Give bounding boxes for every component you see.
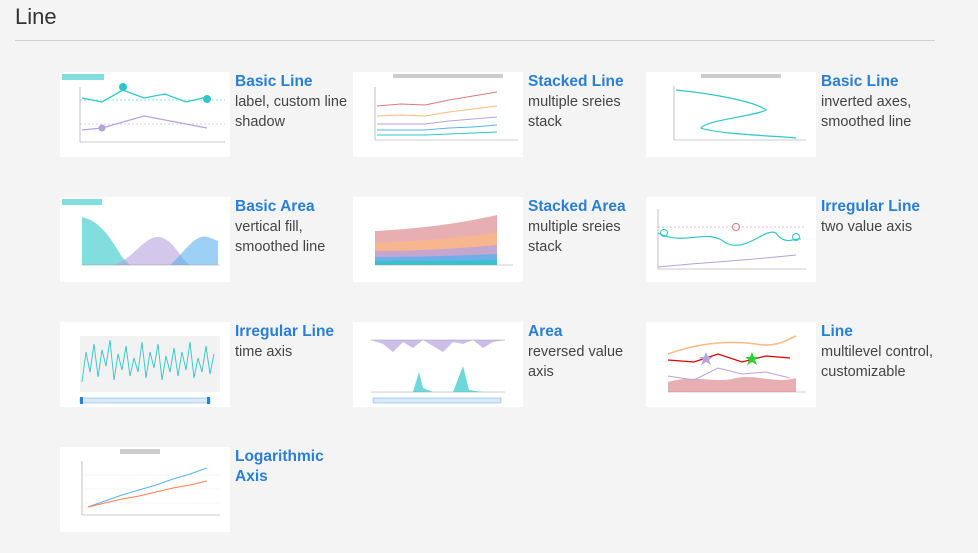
card-title[interactable]: Basic Line	[821, 73, 899, 90]
card-irregular-time[interactable]: Irregular Line time axis	[60, 322, 345, 414]
section-divider	[15, 40, 935, 41]
card-inverted-line[interactable]: Basic Line inverted axes, smoothed line	[646, 72, 931, 164]
thumb-inverted-line[interactable]	[646, 72, 816, 157]
thumb-stacked-line[interactable]	[353, 72, 523, 157]
card-title[interactable]: Basic Area	[235, 198, 315, 215]
card-basic-line[interactable]: Basic Line label, custom line shadow	[60, 72, 347, 164]
card-title[interactable]: Irregular Line	[235, 323, 335, 340]
card-title[interactable]: Basic Line	[235, 73, 313, 90]
card-log-axis[interactable]: Logarithmic Axis	[60, 447, 345, 539]
thumb-irregular-time[interactable]	[60, 322, 230, 407]
card-stacked-area[interactable]: Stacked Area multiple sreies stack	[353, 197, 638, 289]
thumb-stacked-area[interactable]	[353, 197, 523, 282]
card-desc: time axis	[235, 344, 293, 360]
card-desc: reversed value axis	[528, 344, 624, 380]
card-irregular-value[interactable]: Irregular Line two value axis	[646, 197, 931, 289]
card-area-reversed[interactable]: Area reversed value axis	[353, 322, 638, 414]
thumb-basic-line[interactable]	[60, 72, 230, 157]
card-title[interactable]: Logarithmic Axis	[235, 448, 324, 485]
inverted-line-thumbnail	[646, 72, 816, 157]
stacked-area-thumbnail	[353, 197, 523, 282]
card-desc: two value axis	[821, 219, 913, 235]
section-title: Line	[15, 4, 57, 29]
irregular-value-thumbnail	[646, 197, 816, 282]
card-title[interactable]: Line	[821, 323, 853, 340]
card-basic-area[interactable]: Basic Area vertical fill, smoothed line	[60, 197, 345, 289]
card-title[interactable]: Stacked Line	[528, 73, 624, 90]
basic-line-thumbnail	[60, 72, 230, 157]
log-axis-thumbnail	[60, 447, 230, 532]
thumb-log-axis[interactable]	[60, 447, 230, 532]
thumb-irregular-value[interactable]	[646, 197, 816, 282]
thumb-multilevel[interactable]	[646, 322, 816, 407]
card-desc: inverted axes, smoothed line	[821, 94, 912, 130]
card-desc: multiple sreies stack	[528, 219, 621, 255]
stacked-line-thumbnail	[353, 72, 523, 157]
card-title[interactable]: Irregular Line	[821, 198, 921, 215]
card-desc: multilevel control, customizable	[821, 344, 934, 380]
card-multilevel[interactable]: Line multilevel control, customizable	[646, 322, 933, 414]
basic-area-thumbnail	[60, 197, 230, 282]
card-title[interactable]: Area	[528, 323, 563, 340]
area-reversed-thumbnail	[353, 322, 523, 407]
card-desc: multiple sreies stack	[528, 94, 621, 130]
thumb-area-reversed[interactable]	[353, 322, 523, 407]
card-stacked-line[interactable]: Stacked Line multiple sreies stack	[353, 72, 638, 164]
card-desc: label, custom line shadow	[235, 94, 348, 130]
irregular-time-thumbnail	[60, 322, 230, 407]
card-desc: vertical fill, smoothed line	[235, 219, 326, 255]
thumb-basic-area[interactable]	[60, 197, 230, 282]
multilevel-thumbnail	[646, 322, 816, 407]
card-title[interactable]: Stacked Area	[528, 198, 626, 215]
